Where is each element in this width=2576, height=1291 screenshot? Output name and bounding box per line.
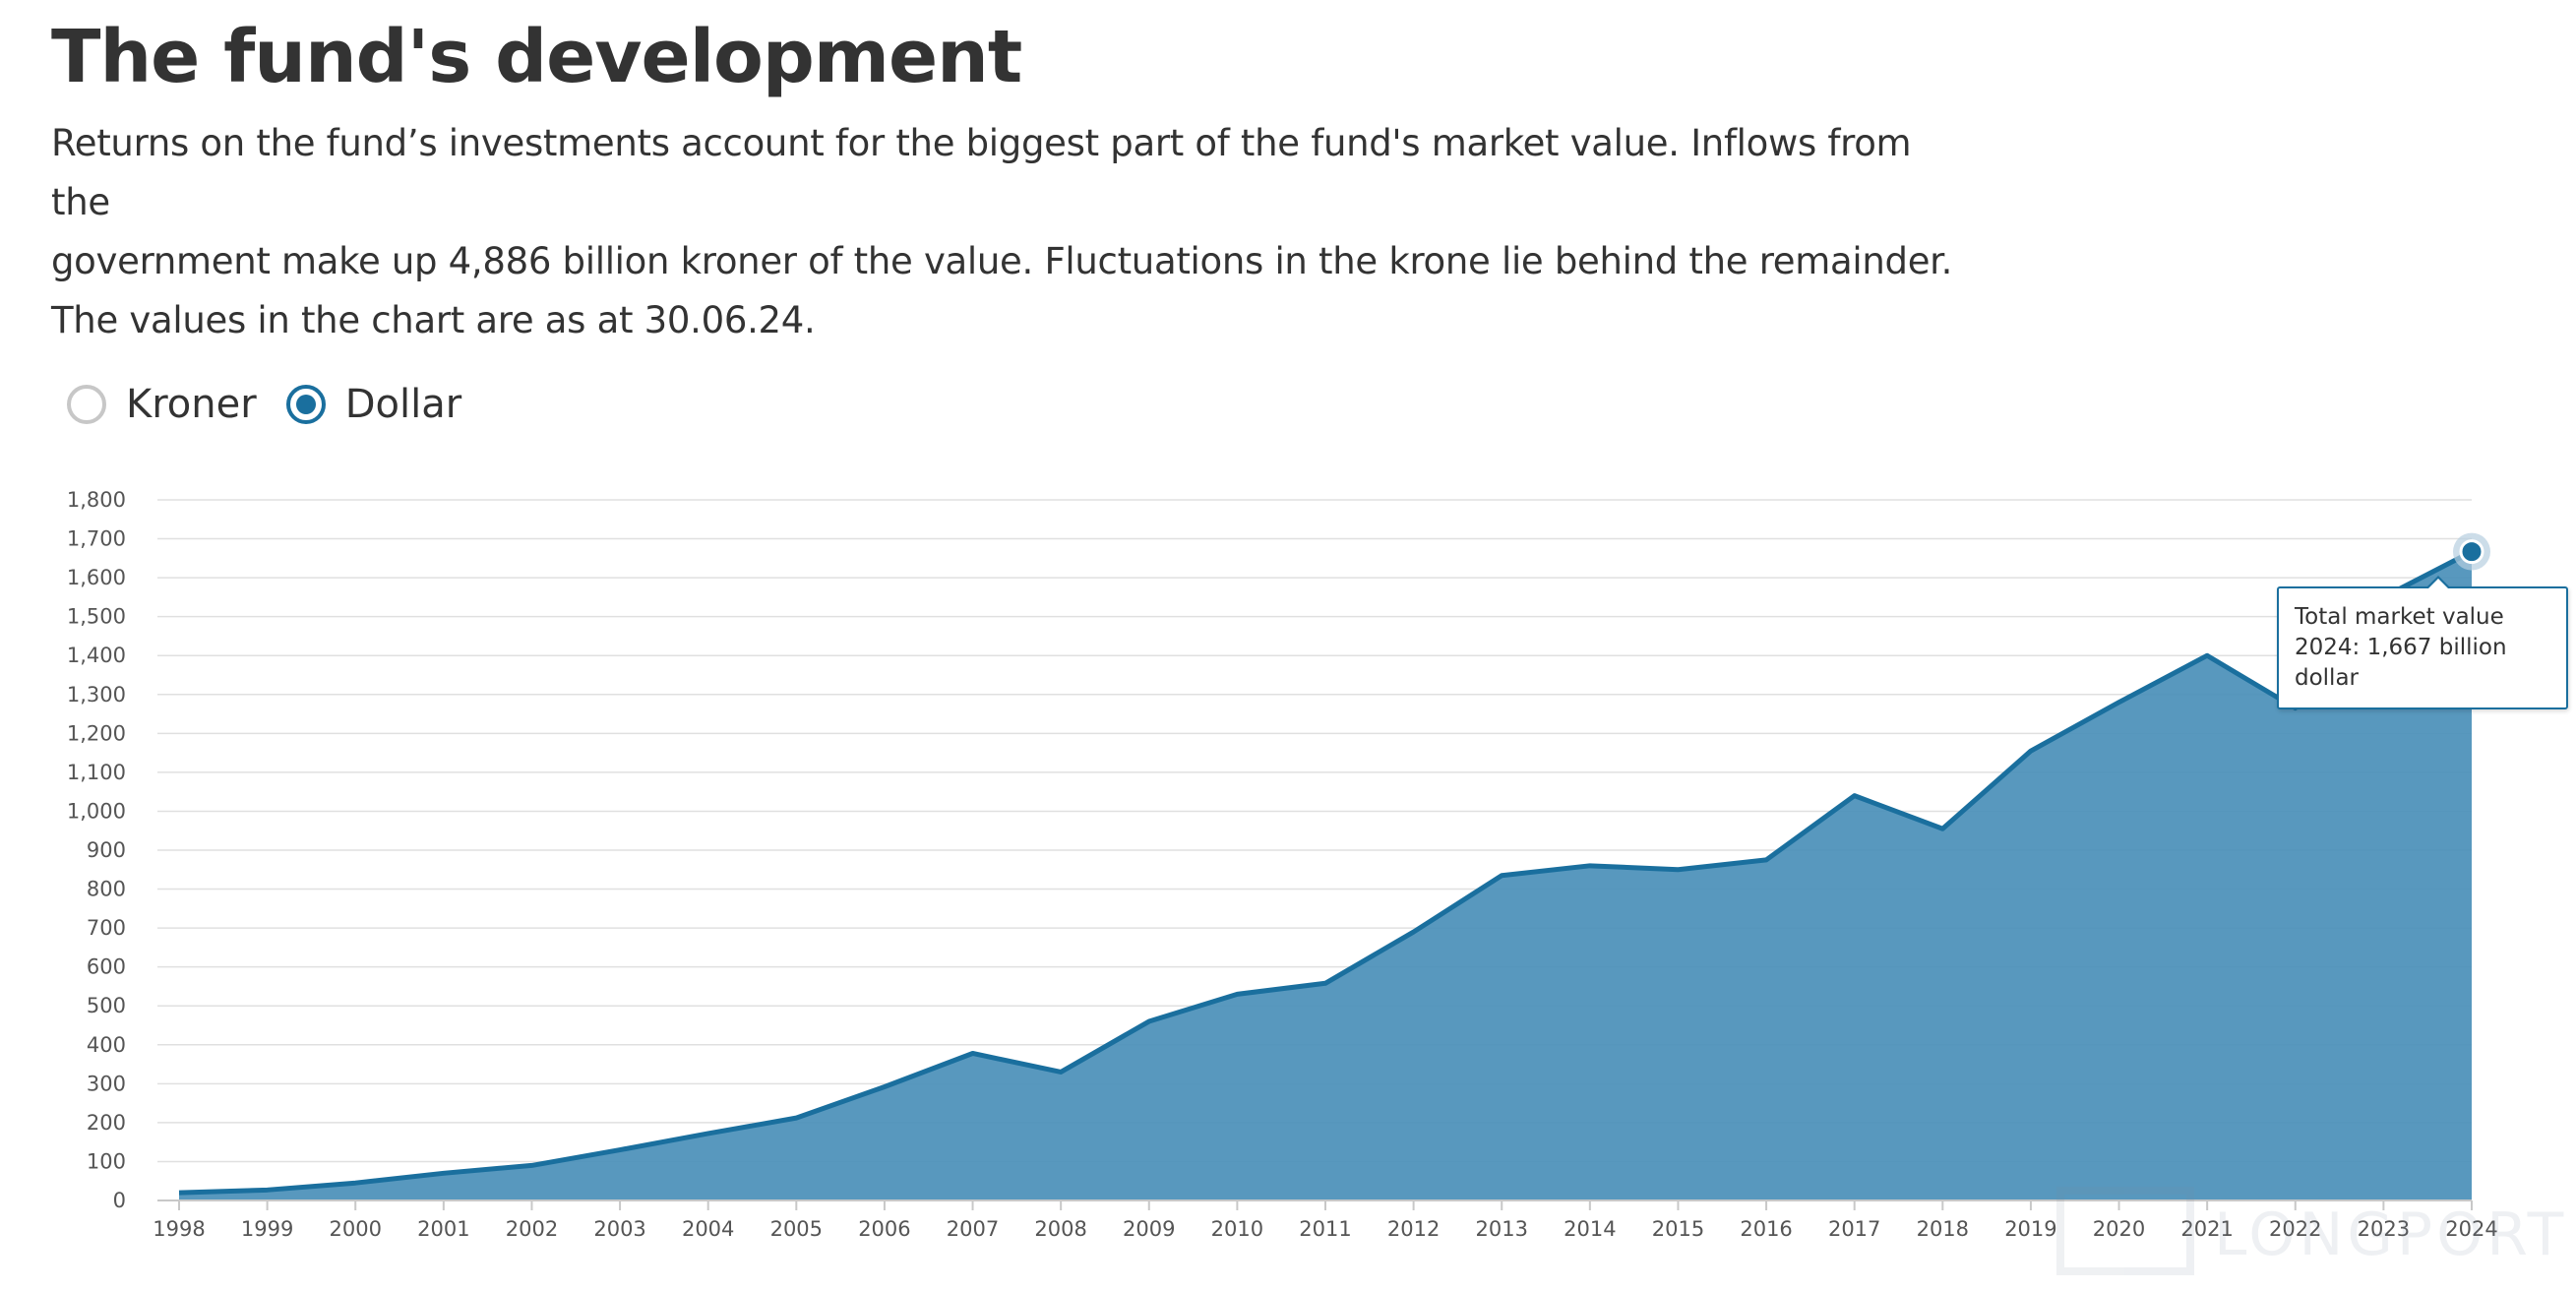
gridlines — [157, 499, 2472, 1163]
data-point — [614, 1144, 626, 1156]
x-tick-label: 2008 — [1034, 1217, 1086, 1241]
data-point — [703, 1128, 714, 1139]
y-tick-label: 500 — [87, 994, 126, 1017]
data-point — [173, 1187, 185, 1199]
x-tick-label: 2022 — [2269, 1217, 2321, 1241]
x-tick-label: 2020 — [2093, 1217, 2145, 1241]
y-tick-label: 300 — [87, 1072, 126, 1095]
y-tick-label: 700 — [87, 916, 126, 940]
intro-line-2: government make up 4,886 billion kroner … — [51, 240, 1953, 283]
chart-tooltip: Total market value 2024: 1,667 billion d… — [2277, 576, 2568, 709]
series-line — [178, 549, 2474, 1196]
page-title: The fund's development — [51, 15, 1022, 99]
radio-option-dollar[interactable]: Dollar — [285, 382, 462, 427]
y-tick-label: 1,000 — [67, 799, 126, 823]
y-tick-label: 100 — [87, 1149, 126, 1173]
y-tick-label: 900 — [87, 838, 126, 862]
x-tick-label: 2007 — [947, 1217, 999, 1241]
radio-dollar[interactable] — [285, 385, 326, 424]
watermark-logo-icon — [2056, 1187, 2194, 1275]
data-point — [438, 1167, 450, 1179]
x-tick-label: 2015 — [1652, 1217, 1704, 1241]
data-point — [790, 1112, 802, 1124]
radio-label-dollar[interactable]: Dollar — [344, 382, 462, 427]
highlight-point[interactable] — [2459, 539, 2484, 565]
y-tick-label: 800 — [87, 878, 126, 901]
header: The fund's development Returns on the fu… — [51, 10, 1980, 350]
x-axis: 1998 1999 2000 2001 2002 2003 2004 2005 2006 2007… — [153, 1199, 2498, 1241]
x-tick-label: 2013 — [1476, 1217, 1528, 1241]
area-fill — [179, 551, 2472, 1200]
y-tick-label: 0 — [113, 1189, 126, 1212]
x-tick-label: 2001 — [417, 1217, 469, 1241]
x-tick-label: 2011 — [1299, 1217, 1351, 1241]
x-tick-label: 2023 — [2358, 1217, 2410, 1241]
radio-option-kroner[interactable]: Kroner — [67, 382, 257, 427]
x-tick-label: 2010 — [1211, 1217, 1263, 1241]
data-point — [1936, 823, 1948, 834]
x-tick-label: 2018 — [1917, 1217, 1969, 1241]
data-point — [1143, 1015, 1155, 1027]
radio-kroner[interactable] — [67, 385, 106, 424]
y-tick-label: 600 — [87, 955, 126, 979]
currency-toggle: Kroner Dollar — [67, 382, 491, 427]
x-tick-label: 1998 — [153, 1217, 205, 1241]
watermark: LONGPORT — [2056, 1181, 2568, 1279]
y-tick-label: 1,400 — [67, 644, 126, 667]
y-tick-label: 1,200 — [67, 721, 126, 745]
data-point — [1672, 864, 1684, 876]
intro-text: Returns on the fund’s investments accoun… — [51, 114, 1980, 350]
data-point — [2201, 649, 2213, 661]
x-tick-label: 2005 — [770, 1217, 823, 1241]
y-tick-label: 1,500 — [67, 605, 126, 629]
data-point — [525, 1159, 537, 1171]
x-tick-label: 1999 — [241, 1217, 293, 1241]
x-tick-label: 2012 — [1387, 1217, 1440, 1241]
data-point — [1408, 926, 1420, 938]
data-point — [1231, 988, 1243, 1000]
y-tick-label: 1,100 — [67, 761, 126, 784]
y-tick-label: 200 — [87, 1111, 126, 1135]
data-point — [1319, 977, 1331, 989]
x-tick-label: 2021 — [2180, 1217, 2233, 1241]
y-tick-label: 1,700 — [67, 527, 126, 551]
tooltip-value: 2024: 1,667 billion dollar — [2295, 635, 2507, 691]
tooltip-title: Total market value — [2295, 604, 2504, 630]
y-tick-label: 1,600 — [67, 566, 126, 589]
data-point — [967, 1047, 979, 1059]
data-point — [1055, 1066, 1067, 1077]
x-tick-label: 2000 — [330, 1217, 382, 1241]
area-series — [178, 549, 2474, 1200]
x-tick-label: 2009 — [1123, 1217, 1175, 1241]
x-tick-label: 2019 — [2004, 1217, 2056, 1241]
intro-line-1: Returns on the fund’s investments accoun… — [51, 122, 1912, 224]
data-point — [879, 1080, 890, 1092]
intro-line-3: The values in the chart are as at 30.06.… — [51, 299, 816, 342]
x-tick-label: 2004 — [682, 1217, 734, 1241]
y-axis: 0 100 200 300 400 500 600 700 800 900 1,000 1,100 1,… — [67, 488, 126, 1212]
y-tick-label: 1,800 — [67, 488, 126, 512]
data-point — [2114, 697, 2125, 708]
data-point — [1496, 870, 1507, 882]
x-tick-label: 2016 — [1740, 1217, 1792, 1241]
x-tick-label: 2002 — [506, 1217, 558, 1241]
watermark-text: LONGPORT — [2214, 1200, 2568, 1269]
data-point — [1584, 860, 1596, 872]
data-point — [1849, 790, 1861, 802]
data-point — [262, 1184, 274, 1196]
radio-label-kroner[interactable]: Kroner — [126, 382, 257, 427]
data-point — [349, 1177, 361, 1189]
data-point — [2025, 745, 2037, 757]
data-points — [173, 532, 2490, 1199]
x-tick-label: 2024 — [2445, 1217, 2497, 1241]
x-tick-label: 2017 — [1828, 1217, 1880, 1241]
x-tick-label: 2014 — [1564, 1217, 1616, 1241]
x-tick-label: 2003 — [593, 1217, 645, 1241]
y-tick-label: 1,300 — [67, 683, 126, 707]
y-tick-label: 400 — [87, 1033, 126, 1057]
data-point — [1760, 854, 1772, 866]
x-tick-label: 2006 — [858, 1217, 910, 1241]
